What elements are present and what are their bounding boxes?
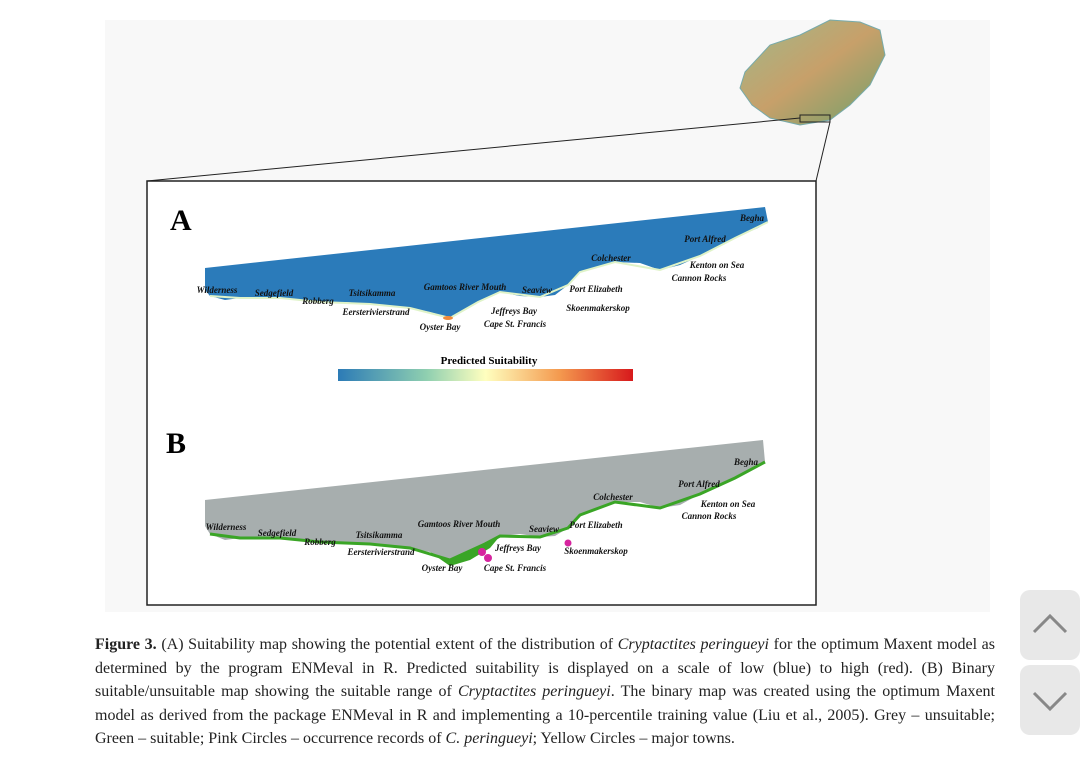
place-label: Begha [733,457,759,467]
place-label: Port Elizabeth [569,520,622,530]
coastline [209,221,769,320]
place-label: Oyster Bay [420,322,462,332]
place-label: Seaview [522,285,553,295]
place-label: Port Alfred [684,234,726,244]
place-label: Skoenmakerskop [566,303,630,313]
place-label: Cannon Rocks [672,273,727,283]
scroll-down-button[interactable] [1020,665,1080,735]
figure: A Begha Port Alfred Colchester Kenton on… [146,19,886,606]
place-label: Wilderness [206,522,247,532]
species-name: C. peringueyi [445,730,533,747]
caption-text: (A) Suitability map showing the potentia… [156,636,618,653]
place-label: Cape St. Francis [484,319,547,329]
place-label: Gamtoos River Mouth [418,519,501,529]
place-label: Jeffreys Bay [494,543,542,553]
place-label: Oyster Bay [422,563,464,573]
caption-label: Figure 3. [95,636,157,653]
place-label: Begha [739,213,765,223]
place-label: Cannon Rocks [682,511,737,521]
occurrence-record [478,548,486,556]
color-scale [338,369,633,381]
down-icon [1032,691,1068,712]
species-name: Cryptactites peringueyi [617,636,769,653]
panel-label: B [166,427,186,460]
place-label: Robberg [303,537,336,547]
place-label: Skoenmakerskop [564,546,628,556]
occurrence-record [484,554,492,562]
place-label: Kenton on Sea [700,499,756,509]
place-label: Jeffreys Bay [490,306,538,316]
place-label: Tsitsikamma [356,530,403,540]
caption-text: for the optimum Maxent model as determin… [95,636,996,700]
figure-caption: Figure 3. (A) Suitability map showing th… [95,633,995,751]
hotspot [443,316,453,320]
zoom-line [815,121,831,182]
place-label: Kenton on Sea [689,260,745,270]
scroll-up-button[interactable] [1020,590,1080,660]
place-label: Sedgefield [255,288,294,298]
suitable-area [430,536,500,566]
caption-text: ; Yellow Circles – major towns. [532,730,735,747]
occurrence-record [564,539,572,547]
place-label: Cape St. Francis [484,563,547,573]
country-map [739,19,886,126]
place-label: Eersterivierstrand [346,547,415,557]
panel-label: A [170,204,192,237]
place-label: Seaview [529,524,560,534]
legend-title: Predicted Suitability [441,355,538,367]
up-icon [1032,613,1068,634]
species-name: Cryptactites peringueyi [457,683,611,700]
place-label: Eersterivierstrand [341,307,410,317]
place-label: Port Alfred [678,479,720,489]
place-label: Gamtoos River Mouth [424,282,507,292]
place-label: Robberg [301,296,334,306]
place-label: Port Elizabeth [569,284,622,294]
place-label: Colchester [591,253,631,263]
place-label: Tsitsikamma [349,288,396,298]
place-label: Sedgefield [258,528,297,538]
place-label: Colchester [593,492,633,502]
suitability-map [205,207,768,318]
caption-text: . The binary map was created using the o… [95,683,995,747]
binary-map [205,440,765,560]
place-label: Wilderness [197,285,238,295]
zoom-line [146,117,801,182]
